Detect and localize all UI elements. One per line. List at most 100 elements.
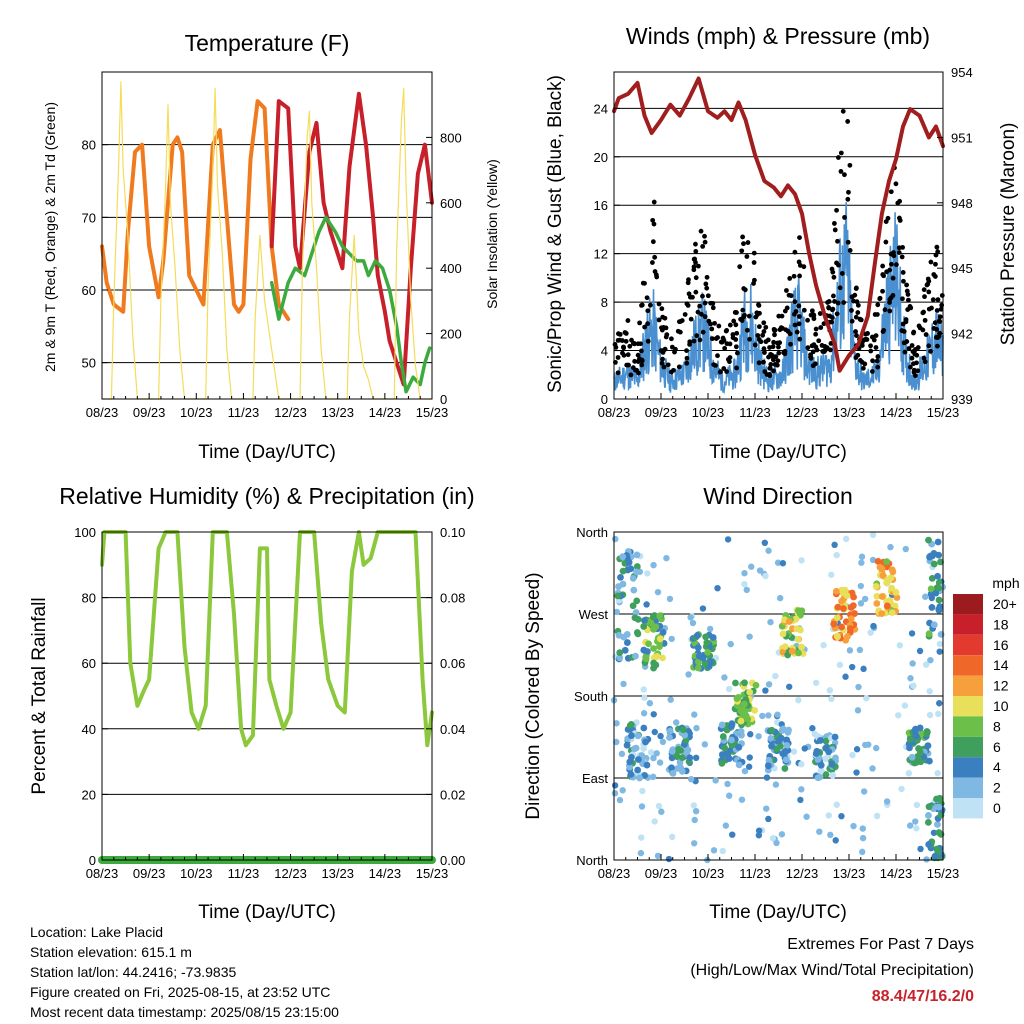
direction-point [640, 623, 648, 630]
direction-point [854, 707, 862, 714]
direction-point [781, 765, 789, 772]
direction-point [857, 582, 865, 590]
direction-point [613, 738, 620, 746]
direction-point [678, 767, 686, 775]
direction-point [831, 733, 839, 741]
humidity-panel: Relative Humidity (%) & Precipitation (i… [29, 483, 475, 923]
direction-point [755, 832, 763, 839]
direction-point [856, 646, 864, 654]
winds-frame [613, 71, 944, 400]
gust-point [928, 259, 934, 265]
gust-point [792, 249, 798, 255]
gust-point [935, 343, 940, 349]
gust-point [773, 354, 779, 360]
gust-point [830, 269, 836, 275]
gust-point [627, 343, 633, 349]
y-tick-label: South [574, 689, 608, 704]
gust-point [734, 365, 739, 371]
temperature-ticks: 08/23 09/23 10/23 11/23 12/23 13/23 14/23 15/23… [82, 130, 462, 420]
direction-point [774, 559, 782, 566]
direction-point [612, 535, 619, 543]
direction-point [925, 812, 932, 819]
gust-point [676, 364, 682, 370]
gust-point [684, 360, 690, 366]
gust-point [897, 215, 902, 221]
x-tick-label: 10/23 [180, 405, 213, 420]
gust-point [842, 172, 847, 178]
direction-point [735, 743, 743, 751]
direction-point [765, 712, 772, 719]
direction-point [634, 732, 642, 740]
direction-point [888, 609, 896, 617]
gust-point [829, 319, 835, 325]
direction-point [628, 732, 635, 739]
gust-point [939, 293, 945, 298]
extremes-values: 88.4/47/16.2/0 [871, 988, 974, 1005]
direction-point [706, 625, 714, 633]
gust-point [920, 327, 926, 333]
gust-point [925, 276, 931, 282]
gust-point [776, 350, 782, 356]
direction-point [746, 633, 753, 640]
y2-tick-label: 954 [951, 65, 973, 80]
direction-point [847, 615, 855, 623]
gust-point [907, 364, 913, 370]
direction-point [935, 829, 943, 836]
direction-point [912, 732, 920, 740]
x-tick-label: 10/23 [692, 405, 725, 420]
gust-point [841, 300, 847, 305]
direction-point [912, 818, 919, 825]
direction-point [869, 765, 876, 772]
direction-point [718, 721, 726, 729]
humidity-line [100, 530, 434, 748]
gust-point [899, 254, 905, 260]
direction-point [634, 616, 642, 623]
direction-point [779, 630, 787, 638]
gust-point [805, 345, 811, 351]
y-tick-label: 0 [89, 853, 96, 868]
gust-point [813, 344, 819, 350]
gust-point [731, 318, 737, 324]
gust-point [782, 308, 788, 314]
direction-point [685, 671, 692, 678]
direction-point [632, 609, 640, 616]
gust-point [771, 326, 777, 332]
direction-point [666, 734, 673, 741]
direction-point [788, 647, 796, 655]
direction-point [623, 741, 631, 749]
gust-point [817, 311, 823, 316]
gust-point [862, 361, 868, 367]
direction-point [798, 643, 805, 651]
gust-point [645, 321, 651, 327]
direction-point [781, 748, 789, 755]
gust-point [705, 293, 711, 299]
direction-point [673, 719, 680, 726]
temp-9m-line [100, 99, 291, 322]
direction-point [792, 615, 800, 623]
direction-point [710, 847, 718, 854]
direction-point [694, 644, 702, 652]
direction-point [687, 614, 694, 621]
direction-point [928, 604, 936, 611]
gust-point [896, 250, 902, 255]
direction-point [725, 755, 733, 762]
direction-point [772, 672, 779, 680]
direction-point [853, 769, 860, 776]
direction-point [755, 827, 763, 834]
direction-point [746, 754, 753, 761]
gust-point [839, 271, 845, 276]
gust-point [628, 372, 634, 378]
direction-point [619, 553, 627, 561]
direction-point [637, 849, 645, 857]
gust-point [805, 317, 810, 323]
direction-point [777, 734, 785, 742]
direction-point [640, 724, 648, 732]
direction-point [621, 646, 629, 654]
gust-point [651, 221, 657, 227]
gust-point [808, 355, 814, 361]
direction-point [913, 825, 920, 832]
direction-point [794, 635, 802, 643]
direction-point [649, 773, 657, 781]
gust-point [809, 308, 815, 314]
temperature-ylabel: 2m & 9m T (Red, Orange) & 2m Td (Green) [42, 102, 58, 372]
